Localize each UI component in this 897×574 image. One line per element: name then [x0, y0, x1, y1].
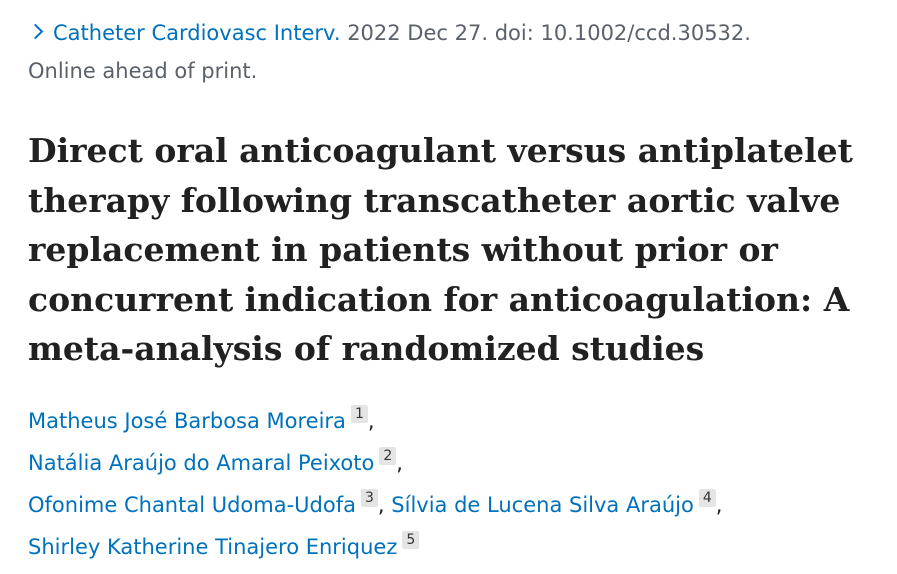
affiliation[interactable]: 2 [379, 447, 397, 465]
title-line: concurrent indication for anticoagulatio… [28, 279, 850, 319]
affiliation[interactable]: 4 [698, 489, 716, 507]
separator: , [377, 493, 385, 517]
citation: Catheter Cardiovasc Interv. 2022 Dec 27.… [27, 14, 888, 90]
author[interactable]: Shirley Katherine Tinajero Enriquez [28, 535, 398, 559]
author[interactable]: Matheus José Barbosa Moreira [28, 409, 346, 433]
author[interactable]: Ofonime Chantal Udoma-Udofa [28, 493, 356, 517]
journal-link[interactable]: Catheter Cardiovasc Interv. [27, 21, 341, 45]
author[interactable]: Natália Araújo do Amaral Peixoto [28, 451, 375, 475]
affiliation[interactable]: 1 [350, 405, 368, 423]
title-line: meta-analysis of randomized studies [28, 329, 705, 368]
affiliation[interactable]: 3 [361, 489, 378, 507]
title-line: replacement in patients without prior or [28, 230, 778, 269]
title-line: Direct oral anticoagulant versus antipla… [28, 131, 853, 170]
separator: , [715, 493, 723, 517]
author-list: Matheus José Barbosa Moreira 1, Natália A… [28, 400, 722, 568]
title-line: therapy following transcatheter aortic v… [28, 180, 841, 220]
citation-details: 2022 Dec 27. doi: 10.1002/ccd.30532. [347, 21, 751, 45]
affiliation[interactable]: 5 [402, 531, 420, 549]
author[interactable]: Sílvia de Lucena Silva Araújo [391, 493, 694, 517]
article-title: Direct oral anticoagulant versus antipla… [28, 126, 853, 374]
publication-status: Online ahead of print. [28, 59, 258, 83]
separator: , [367, 409, 375, 433]
journal[interactable]: Catheter Cardiovasc Interv. [53, 21, 341, 45]
separator: , [396, 451, 403, 475]
